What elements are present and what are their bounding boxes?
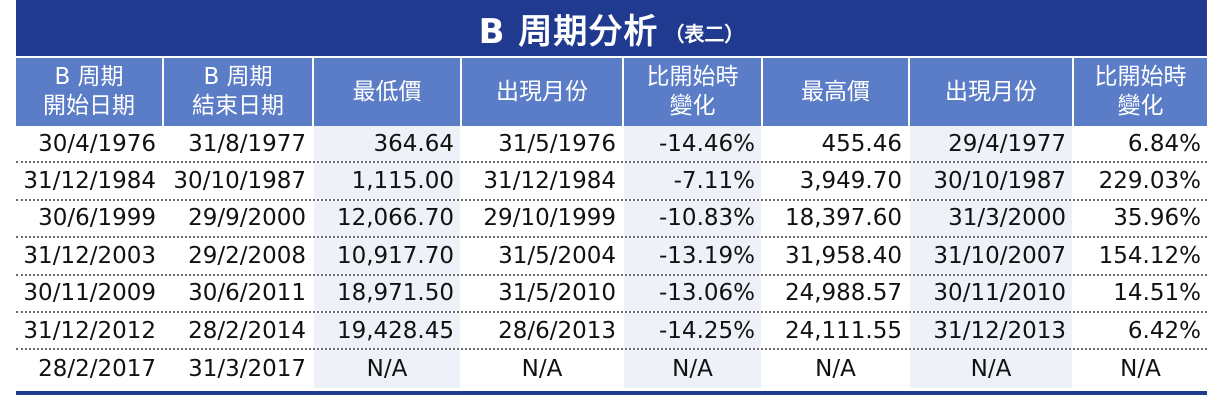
cell-high-price: 455.46 <box>763 126 910 162</box>
table-row: 28/2/2017 31/3/2017 N/A N/A N/A N/A N/A N/A <box>16 350 1207 388</box>
cell-high-month: N/A <box>910 350 1074 388</box>
cell-low-month: 29/10/1999 <box>462 200 624 237</box>
cell-low-month: 31/5/1976 <box>462 126 624 162</box>
cell-high-month: 31/3/2000 <box>910 200 1074 237</box>
table-row: 31/12/1984 30/10/1987 1,115.00 31/12/1984 -7… <box>16 163 1207 201</box>
header-low-price: 最低價 <box>314 58 462 126</box>
header-high-change: 比開始時 變化 <box>1074 58 1207 126</box>
cell-low-month: 31/5/2004 <box>462 238 624 274</box>
cell-cycle-start: 31/12/2003 <box>16 238 164 274</box>
cell-cycle-end: 29/2/2008 <box>164 238 314 274</box>
cell-cycle-end: 31/8/1977 <box>164 126 314 162</box>
cell-high-price: 18,397.60 <box>763 200 910 237</box>
cell-high-change: 154.12% <box>1074 238 1207 274</box>
cell-cycle-start: 31/12/1984 <box>16 163 164 199</box>
cell-cycle-start: 30/6/1999 <box>16 200 164 237</box>
table-body: 30/4/1976 31/8/1977 364.64 31/5/1976 -14.46%… <box>16 126 1207 388</box>
cell-low-price: 364.64 <box>314 126 462 162</box>
cell-low-price: 18,971.50 <box>314 275 462 311</box>
header-cycle-start: B 周期 開始日期 <box>16 58 164 126</box>
cell-low-change: -13.06% <box>624 275 763 311</box>
table-row: 31/12/2003 29/2/2008 10,917.70 31/5/2004 -13… <box>16 238 1207 276</box>
cell-cycle-start: 30/11/2009 <box>16 275 164 311</box>
cell-high-change: N/A <box>1074 350 1207 388</box>
cell-low-price: 1,115.00 <box>314 163 462 199</box>
header-low-month: 出現月份 <box>462 58 624 126</box>
cell-low-change: -14.46% <box>624 126 763 162</box>
title-bar: B 周期分析 （表二） <box>16 0 1207 56</box>
cell-cycle-end: 30/10/1987 <box>164 163 314 199</box>
header-low-change: 比開始時 變化 <box>624 58 763 126</box>
cell-low-price: 12,066.70 <box>314 200 462 237</box>
cell-low-price: 10,917.70 <box>314 238 462 274</box>
cell-high-change: 14.51% <box>1074 275 1207 311</box>
header-cycle-end: B 周期 結束日期 <box>164 58 314 126</box>
table-title: B 周期分析 <box>478 11 659 52</box>
cell-high-price: 31,958.40 <box>763 238 910 274</box>
cell-high-month: 29/4/1977 <box>910 126 1074 162</box>
cell-low-month: 31/12/1984 <box>462 163 624 199</box>
cell-high-month: 30/10/1987 <box>910 163 1074 199</box>
bottom-rule <box>16 391 1207 395</box>
cell-low-change: -7.11% <box>624 163 763 199</box>
header-row: B 周期 開始日期 B 周期 結束日期 最低價 出現月份 比開始時 變化 最高價… <box>16 58 1207 126</box>
cell-high-month: 30/11/2010 <box>910 275 1074 311</box>
cell-low-month: N/A <box>462 350 624 388</box>
cell-high-month: 31/12/2013 <box>910 312 1074 349</box>
cell-high-price: 3,949.70 <box>763 163 910 199</box>
cell-high-price: 24,988.57 <box>763 275 910 311</box>
cell-cycle-end: 29/9/2000 <box>164 200 314 237</box>
cell-cycle-end: 28/2/2014 <box>164 312 314 349</box>
cell-cycle-start: 28/2/2017 <box>16 350 164 388</box>
table-frame: B 周期分析 （表二） B 周期 開始日期 B 周期 結束日期 最低價 出現月份… <box>16 0 1207 395</box>
cell-cycle-start: 31/12/2012 <box>16 312 164 349</box>
cell-high-change: 35.96% <box>1074 200 1207 237</box>
cell-low-change: N/A <box>624 350 763 388</box>
table-row: 30/6/1999 29/9/2000 12,066.70 29/10/1999 -10… <box>16 200 1207 239</box>
cell-low-change: -10.83% <box>624 200 763 237</box>
cell-low-price: N/A <box>314 350 462 388</box>
cell-low-change: -13.19% <box>624 238 763 274</box>
cell-cycle-end: 30/6/2011 <box>164 275 314 311</box>
cell-cycle-start: 30/4/1976 <box>16 126 164 162</box>
cell-low-price: 19,428.45 <box>314 312 462 349</box>
header-high-price: 最高價 <box>763 58 910 126</box>
table-row: 31/12/2012 28/2/2014 19,428.45 28/6/2013 -14… <box>16 312 1207 351</box>
table-row: 30/4/1976 31/8/1977 364.64 31/5/1976 -14.46%… <box>16 126 1207 164</box>
cell-high-change: 229.03% <box>1074 163 1207 199</box>
cell-cycle-end: 31/3/2017 <box>164 350 314 388</box>
cell-low-month: 31/5/2010 <box>462 275 624 311</box>
table-subtitle: （表二） <box>664 21 745 46</box>
cell-high-change: 6.84% <box>1074 126 1207 162</box>
table-row: 30/11/2009 30/6/2011 18,971.50 31/5/2010 -13… <box>16 275 1207 313</box>
cell-high-month: 31/10/2007 <box>910 238 1074 274</box>
cell-low-change: -14.25% <box>624 312 763 349</box>
cell-high-price: 24,111.55 <box>763 312 910 349</box>
header-high-month: 出現月份 <box>910 58 1074 126</box>
cell-low-month: 28/6/2013 <box>462 312 624 349</box>
cell-high-change: 6.42% <box>1074 312 1207 349</box>
cell-high-price: N/A <box>763 350 910 388</box>
